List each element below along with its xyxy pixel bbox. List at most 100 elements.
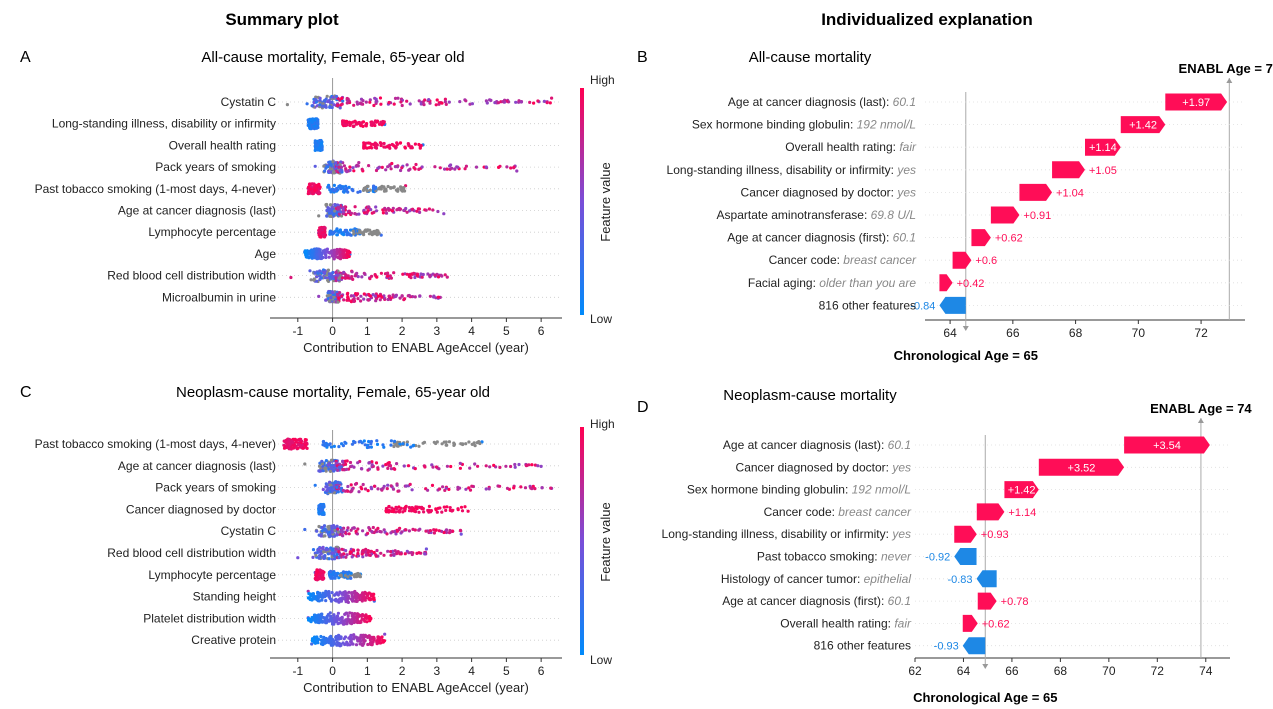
data-point: [321, 487, 325, 492]
data-point: [375, 119, 380, 123]
data-point: [353, 593, 358, 597]
data-point: [338, 481, 342, 485]
data-point: [339, 642, 343, 646]
data-point: [484, 487, 488, 491]
data-point: [313, 98, 318, 102]
data-point: [331, 95, 335, 99]
data-point: [327, 527, 331, 531]
feature-value: 69.8 U/L: [871, 208, 916, 222]
data-point: [342, 164, 346, 168]
data-point: [323, 226, 327, 230]
x-tick-label: 74: [1199, 664, 1213, 678]
data-point: [505, 99, 509, 103]
feature-label: Overall health rating: fair: [785, 140, 917, 154]
feature-points: [313, 568, 362, 582]
data-point: [338, 185, 342, 190]
feature-label: Age at cancer diagnosis (first): 60.1: [727, 231, 916, 245]
data-point: [341, 99, 345, 103]
data-point: [344, 184, 348, 188]
data-point: [417, 142, 421, 147]
data-point: [332, 554, 336, 558]
data-point: [432, 295, 436, 299]
contribution-label: +0.42: [957, 278, 985, 290]
data-point: [327, 211, 331, 215]
panel-a-title: All-cause mortality, Female, 65-year old: [201, 49, 464, 66]
data-point: [333, 574, 338, 578]
data-point: [343, 594, 348, 598]
data-point: [352, 614, 356, 619]
panel-label-c: C: [20, 384, 32, 401]
feature-label: Red blood cell distribution width: [107, 269, 276, 283]
data-point: [317, 556, 321, 560]
data-point: [344, 120, 348, 124]
data-point: [340, 533, 344, 537]
data-point: [402, 464, 406, 468]
data-point: [424, 547, 428, 551]
x-tick-label: 66: [1005, 664, 1019, 678]
feature-points: [306, 611, 373, 626]
data-point: [400, 166, 404, 170]
feature-label: Standing height: [193, 590, 277, 604]
colorbar-a-label: Feature value: [598, 162, 613, 242]
data-point: [428, 275, 432, 279]
panel-c-beeswarm: -1 0 1 2 3 4 5 6 Contribution to ENABL AgeAccel …: [35, 430, 562, 695]
feature-label: Age at cancer diagnosis (last): [118, 204, 276, 218]
data-point: [307, 189, 311, 193]
data-point: [344, 441, 348, 445]
data-point: [321, 577, 325, 581]
data-point: [328, 483, 332, 487]
data-point: [318, 549, 322, 554]
data-point: [322, 556, 326, 561]
data-point: [438, 506, 442, 510]
x-tick-label: 4: [468, 324, 475, 338]
data-point: [335, 532, 339, 537]
x-tick-label: 1: [364, 664, 371, 678]
data-point: [417, 207, 421, 211]
colorbar-a-high: High: [590, 73, 615, 87]
data-point: [330, 641, 334, 646]
data-point: [413, 295, 417, 299]
data-point: [336, 571, 340, 575]
data-point: [298, 445, 303, 449]
data-point: [362, 297, 366, 301]
data-point: [362, 636, 366, 640]
feature-value: 60.1: [888, 594, 911, 608]
data-point: [342, 189, 346, 193]
data-point: [366, 642, 370, 647]
data-point: [330, 622, 335, 626]
data-point: [315, 577, 319, 581]
data-point: [407, 529, 411, 533]
data-point: [444, 486, 448, 490]
data-point: [337, 445, 341, 449]
data-point: [405, 163, 409, 167]
data-point: [374, 554, 378, 558]
data-point: [355, 532, 359, 536]
data-point: [463, 505, 467, 509]
data-point: [379, 120, 383, 124]
data-point: [368, 188, 372, 192]
data-point: [334, 599, 338, 603]
data-point: [315, 247, 319, 251]
data-point: [505, 165, 509, 169]
data-point: [370, 232, 374, 236]
data-point: [340, 529, 344, 533]
data-point: [324, 485, 328, 489]
data-point: [350, 275, 354, 279]
data-point: [403, 528, 407, 532]
data-point: [359, 124, 363, 128]
data-point: [393, 439, 397, 443]
data-point: [340, 442, 344, 446]
data-point: [385, 487, 389, 491]
left-header: Summary plot: [225, 10, 339, 29]
data-point: [399, 168, 403, 173]
data-point: [395, 141, 399, 145]
data-point: [528, 100, 532, 104]
data-point: [340, 276, 345, 280]
data-point: [318, 591, 322, 595]
feature-label: Age: [255, 247, 277, 261]
data-point: [328, 469, 333, 473]
data-point: [321, 249, 325, 253]
data-point: [341, 210, 345, 214]
data-point: [472, 441, 476, 445]
base-value-label: Chronological Age = 65: [894, 348, 1038, 363]
